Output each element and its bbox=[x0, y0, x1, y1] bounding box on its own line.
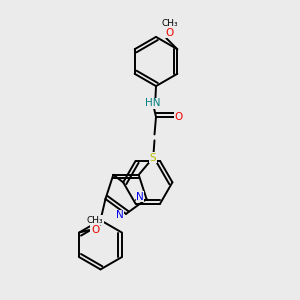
Text: O: O bbox=[91, 225, 99, 235]
Text: S: S bbox=[150, 153, 156, 163]
Text: N: N bbox=[136, 192, 144, 202]
Text: O: O bbox=[174, 112, 182, 122]
Text: HN: HN bbox=[145, 98, 161, 109]
Text: O: O bbox=[165, 28, 174, 38]
Text: CH₃: CH₃ bbox=[87, 216, 103, 225]
Text: N: N bbox=[116, 210, 123, 220]
Text: CH₃: CH₃ bbox=[161, 19, 178, 28]
